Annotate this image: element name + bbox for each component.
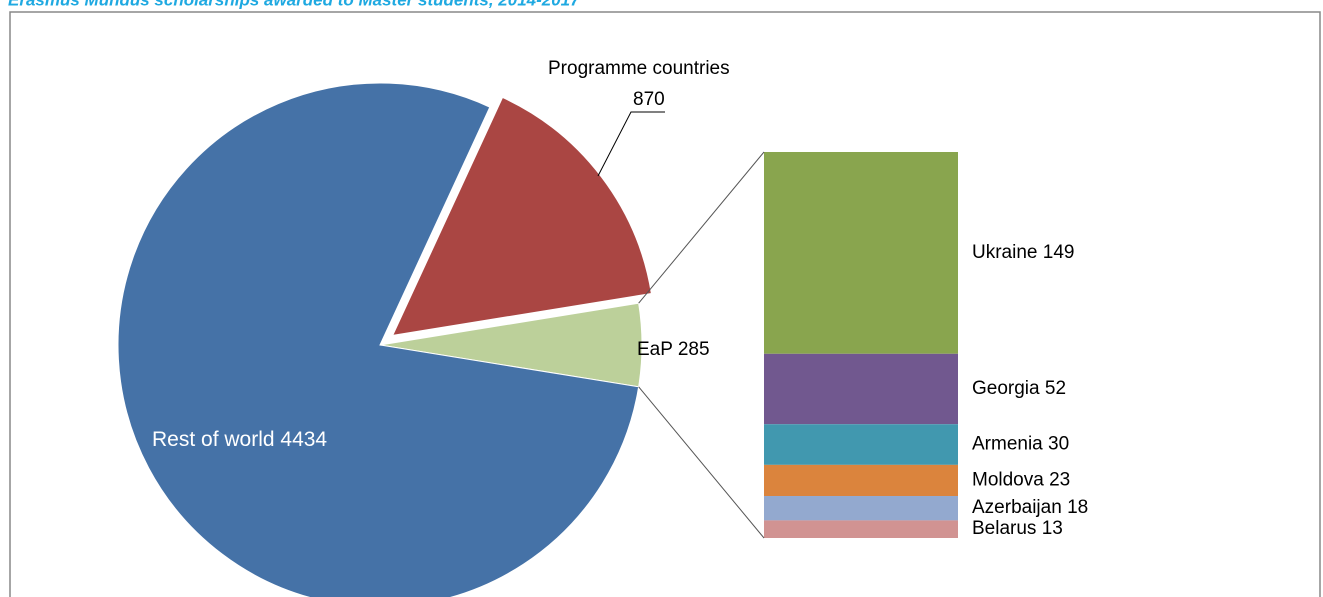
label-value: 285 — [678, 339, 710, 360]
label-value: 23 — [1049, 469, 1070, 490]
label-name: Ukraine — [972, 242, 1037, 263]
label-name: Armenia — [972, 434, 1043, 455]
breakdown-segment — [764, 464, 958, 497]
data-label: Ukraine 149 — [972, 242, 1074, 263]
data-label: Belarus 13 — [972, 518, 1063, 539]
data-label: Armenia 30 — [972, 434, 1069, 455]
data-label: Rest of world 4434 — [152, 428, 327, 451]
data-label: Azerbaijan 18 — [972, 497, 1088, 518]
label-name: Georgia — [972, 378, 1040, 399]
chart-title: Erasmus Mundus scholarships awarded to M… — [8, 0, 581, 9]
label-name: Belarus — [972, 518, 1036, 539]
breakdown-segment — [764, 496, 958, 521]
data-label-value: 870 — [633, 89, 665, 110]
label-name: Azerbaijan — [972, 497, 1062, 518]
breakdown-segment — [764, 424, 958, 465]
data-label: Programme countries — [548, 58, 730, 79]
label-name: Rest of world — [152, 428, 275, 451]
label-value: 4434 — [280, 428, 327, 451]
leader-line — [597, 111, 665, 177]
connector-line — [638, 386, 765, 539]
label-value: 52 — [1045, 378, 1066, 399]
breakdown-segment — [764, 152, 958, 354]
data-label: EaP 285 — [637, 339, 710, 360]
label-name: Moldova — [972, 469, 1044, 490]
connector-line — [638, 151, 765, 304]
pie-slice — [117, 82, 640, 597]
breakdown-segment — [764, 353, 958, 425]
data-label: Georgia 52 — [972, 378, 1066, 399]
label-value: 13 — [1042, 518, 1063, 539]
label-name: EaP — [637, 339, 673, 360]
label-value: 18 — [1067, 497, 1088, 518]
breakdown-segment — [764, 520, 958, 538]
data-label: Moldova 23 — [972, 469, 1070, 490]
pie-slice — [391, 96, 652, 336]
label-value: 149 — [1043, 242, 1075, 263]
label-value: 30 — [1048, 434, 1069, 455]
